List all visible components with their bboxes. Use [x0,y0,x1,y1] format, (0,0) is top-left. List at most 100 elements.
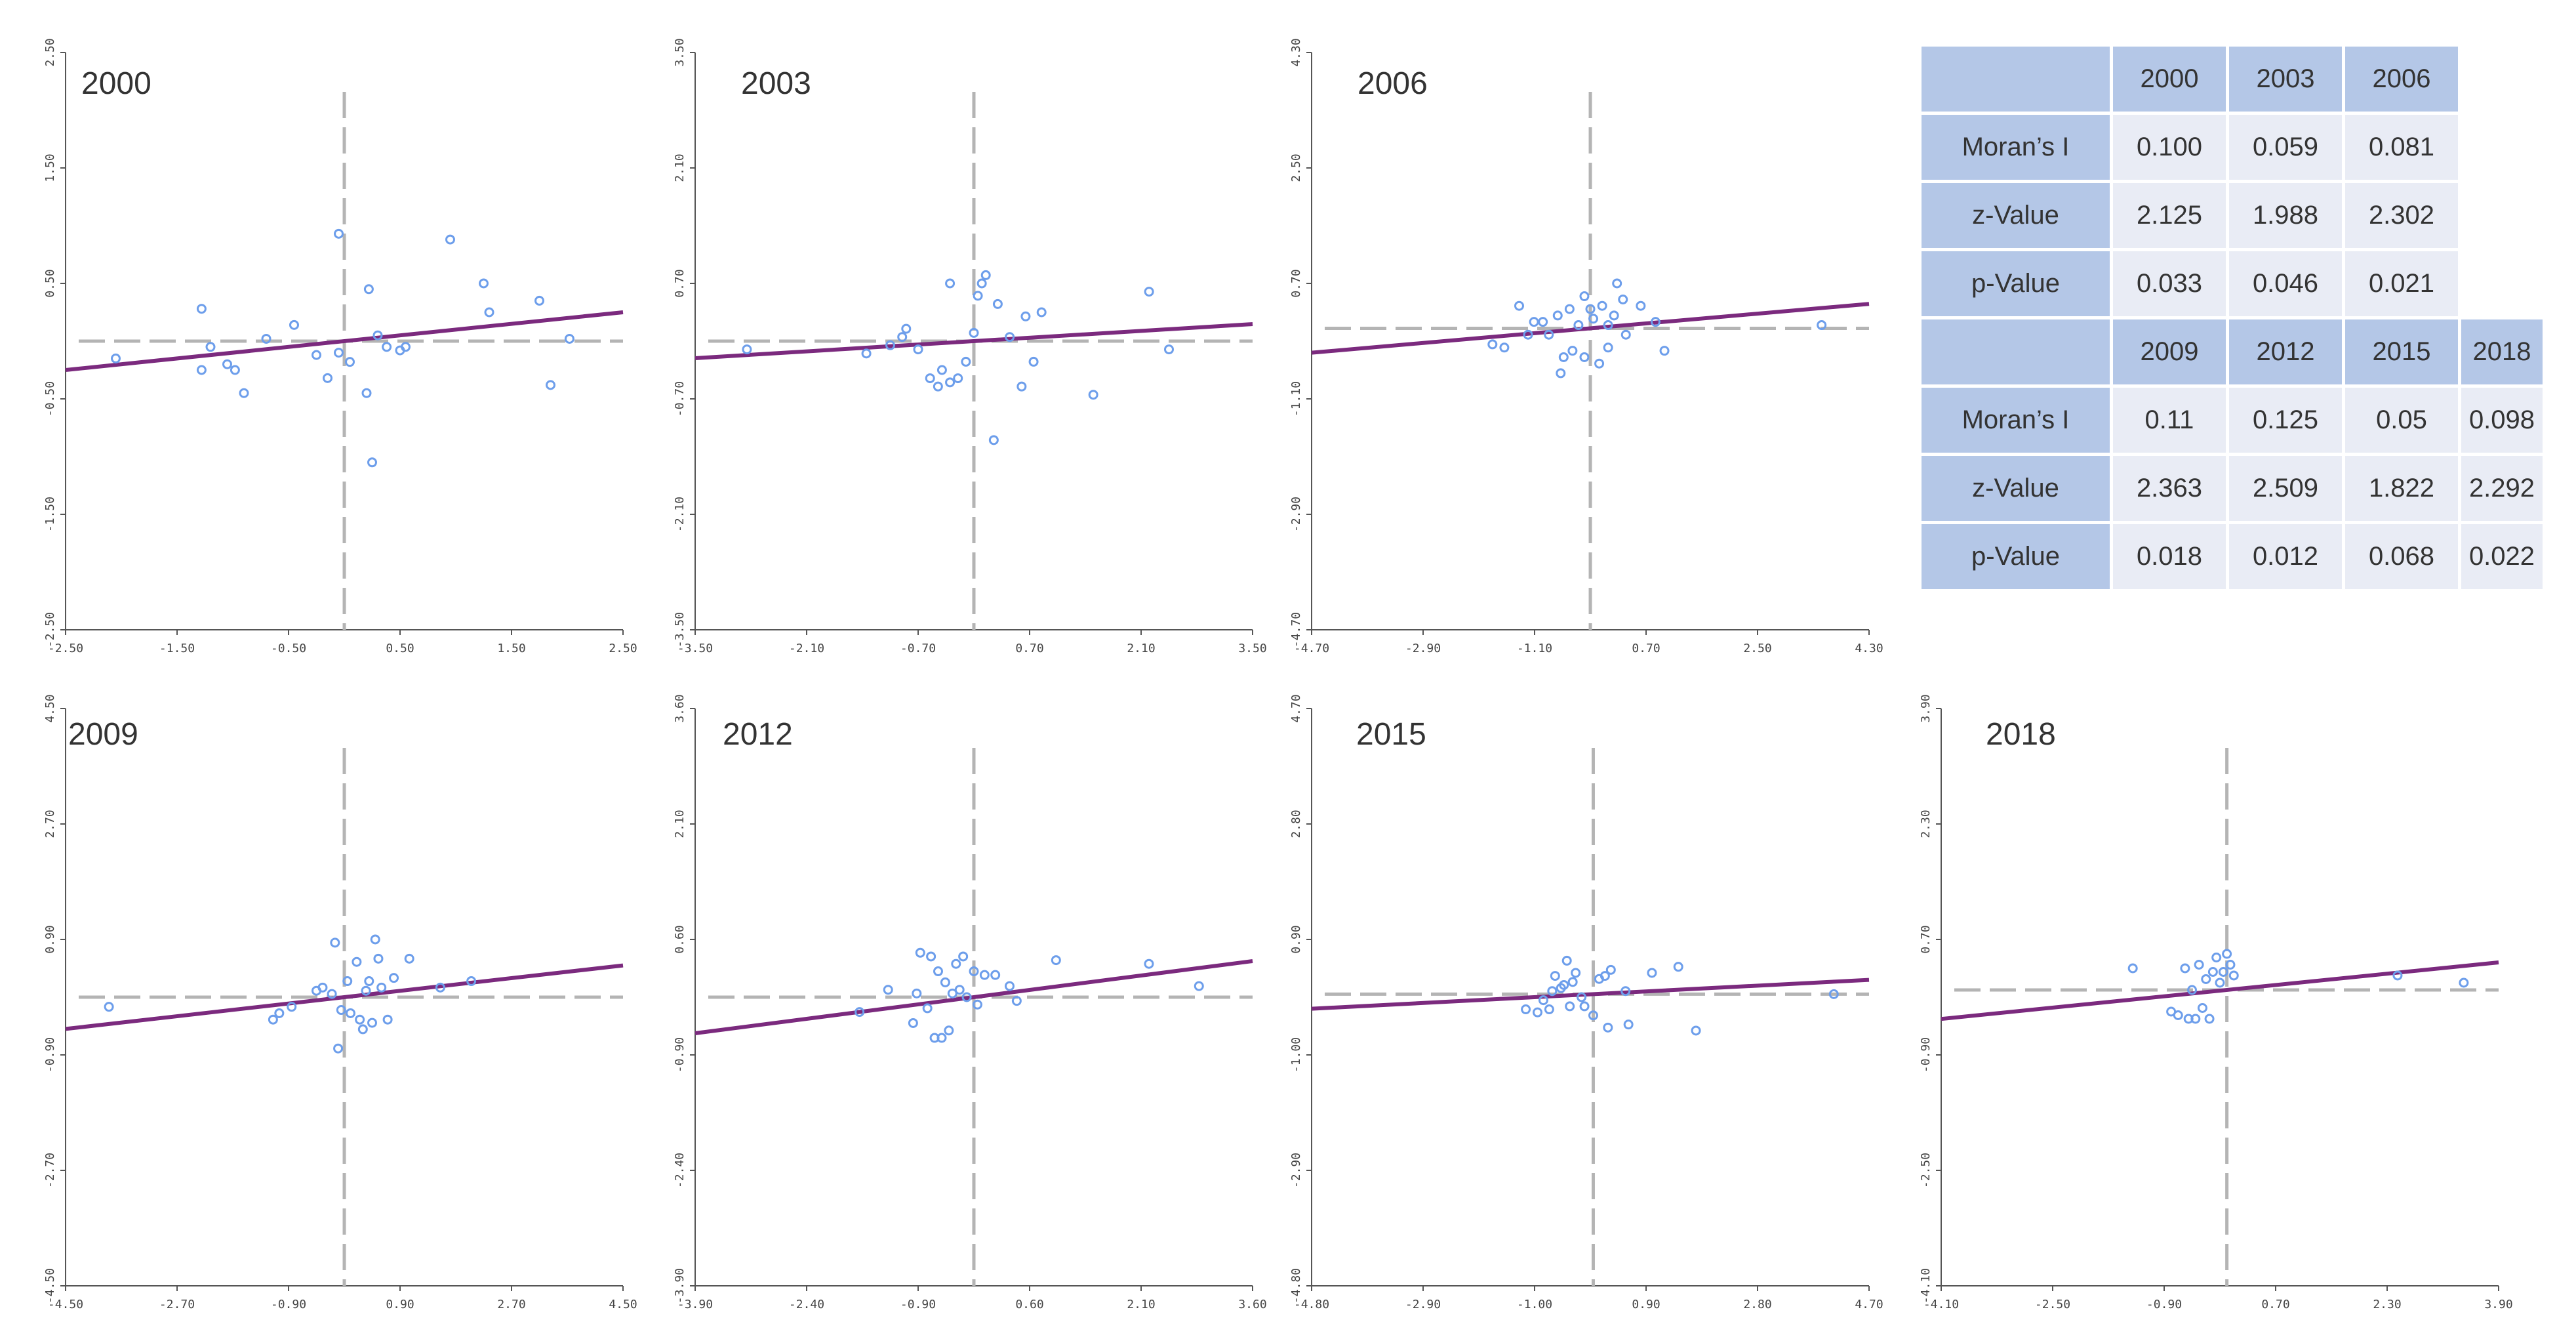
data-point [933,966,944,977]
data-point [317,982,328,993]
data-point [261,333,272,344]
data-point [1618,294,1628,304]
data-point [334,348,344,358]
x-tick-label: -2.50 [48,642,83,655]
data-point [742,344,752,355]
data-point [1559,979,1569,990]
data-point [287,1002,297,1012]
data-point [1594,358,1605,369]
moran-scatter-2018: 2018 -4.10 -2.50 -0.90 0.70 2.30 3.90 -4.10 -2.… [1915,694,2513,1325]
data-point [2187,985,2197,995]
data-point [969,966,979,977]
y-tick-label: 2.50 [1289,154,1303,182]
x-tick-label: -2.40 [789,1298,824,1311]
scatter-plot-svg: -2.50 -1.50 -0.50 0.50 1.50 2.50 -2.50 -1.50 -0.… [43,38,637,655]
data-point [2194,960,2204,970]
data-point [1579,352,1590,362]
panel-title: 2009 [68,717,138,752]
data-point [855,1007,865,1018]
data-point [933,381,943,392]
data-point [945,278,956,289]
x-tick-label: 0.90 [1632,1298,1660,1311]
y-tick-label: 0.60 [673,925,687,953]
x-tick-label: 2.10 [1127,642,1155,655]
data-point [1514,300,1524,311]
data-point [1579,1001,1590,1012]
y-tick-label: -0.90 [43,1037,57,1073]
table-header-year: 2000 [2113,47,2226,112]
data-point [367,1018,377,1028]
y-tick-label: -4.10 [1919,1268,1933,1304]
y-tick-label: -4.50 [43,1268,57,1304]
data-point [976,278,987,289]
table-cell: 0.033 [2113,251,2226,316]
regression-line [1941,960,2499,1021]
y-tick-label: 0.70 [1289,269,1303,297]
table-row: z-Value 2.125 1.988 2.302 [1922,183,2543,248]
table-header-year: 2006 [2345,47,2458,112]
regression-line [694,959,1253,1035]
data-point [961,356,971,367]
data-point [1588,314,1599,324]
data-point [945,377,956,388]
x-tick-label: 3.60 [1238,1298,1266,1311]
table-row-label: p-Value [1922,524,2110,589]
y-tick-label: 2.10 [673,154,687,182]
data-point [2222,949,2232,959]
data-point [401,342,411,352]
table-cell: 0.046 [2229,251,2342,316]
data-point [925,373,935,384]
data-point [1194,981,1204,991]
x-tick-label: -4.70 [1294,642,1329,655]
table-cell: 2.363 [2113,456,2226,521]
data-point [1552,310,1563,321]
data-point [972,999,982,1010]
data-point [230,365,240,375]
data-point [915,947,925,958]
data-point [922,1003,933,1014]
data-point [2211,953,2222,962]
table-cell: 0.059 [2229,115,2342,180]
table-cell: 2.509 [2229,456,2342,521]
data-point [274,1008,285,1018]
table-header-year: 2003 [2229,47,2342,112]
data-point [1556,368,1566,379]
data-point [1603,342,1613,353]
data-point [327,989,337,999]
data-point [312,350,321,360]
x-tick-label: -2.90 [1405,642,1441,655]
data-point [2173,1010,2183,1020]
data-point [357,1024,368,1035]
moran-scatter-2000: 2000 -2.50 -1.50 -0.50 0.50 1.50 2.50 -2.50 -1.… [39,38,637,669]
scatter-plot-svg: -4.10 -2.50 -0.90 0.70 2.30 3.90 -4.10 -2.50 -0.… [1919,694,2513,1311]
table-header-year: 2015 [2345,319,2458,384]
x-tick-label: -4.80 [1294,1298,1329,1311]
x-tick-label: -1.10 [1517,642,1552,655]
panel-title: 2015 [1356,717,1426,752]
regression-line [694,322,1253,360]
data-point [2392,970,2403,981]
table-row: Moran’s I 0.11 0.125 0.05 0.098 [1922,388,2543,453]
data-point [2215,977,2225,988]
x-tick-label: 3.50 [1238,642,1266,655]
data-point [364,976,374,987]
data-point [1585,304,1596,314]
data-point [2180,963,2190,974]
data-point [1659,346,1670,356]
data-point [1544,329,1554,340]
data-point [361,985,371,996]
panel-title: 2006 [1358,66,1428,101]
data-point [1647,968,1657,978]
data-point [534,295,544,306]
data-point [988,435,999,445]
data-point [1036,307,1047,318]
table-cell: 0.022 [2461,524,2543,589]
table-row: p-Value 0.033 0.046 0.021 [1922,251,2543,316]
y-tick-label: -2.90 [1289,497,1303,532]
data-point [1620,986,1631,997]
data-point [1521,1004,1531,1015]
table-empty-cell [2461,251,2543,316]
table-cell: 0.018 [2113,524,2226,589]
moran-scatter-2015: 2015 -4.80 -2.90 -1.00 0.90 2.80 4.70 -4.80 -2.… [1285,694,1883,1325]
scatter-plot-svg: -3.90 -2.40 -0.90 0.60 2.10 3.60 -3.90 -2.40 -0.… [673,694,1267,1311]
